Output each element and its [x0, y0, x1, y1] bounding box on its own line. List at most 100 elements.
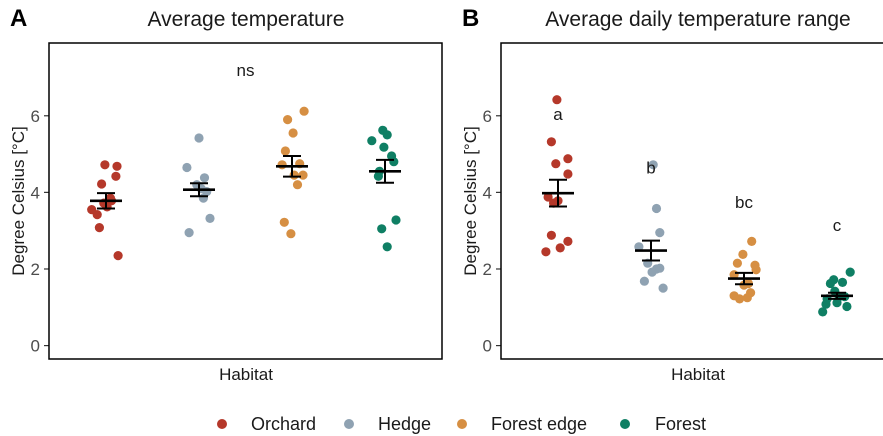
- legend-marker-hedge: [344, 419, 354, 429]
- data-point-orchard: [563, 236, 573, 246]
- data-point-forest: [391, 215, 401, 225]
- legend-item-forest-edge: Forest edge: [457, 414, 587, 434]
- data-point-orchard: [549, 198, 559, 208]
- data-point-hedge: [634, 242, 644, 252]
- legend-label-forest-edge: Forest edge: [491, 414, 587, 434]
- panel-title-b: Average daily temperature range: [545, 8, 850, 31]
- data-point-forest-edge: [299, 106, 309, 116]
- data-point-forest-edge: [732, 258, 743, 268]
- data-point-hedge: [647, 267, 657, 277]
- data-point-forest-edge: [289, 170, 299, 180]
- data-point-orchard: [94, 223, 104, 233]
- panel-b: B Average daily temperature range Habita…: [461, 5, 883, 384]
- data-marks-a: [87, 106, 401, 261]
- data-point-forest: [842, 301, 852, 312]
- data-point-orchard: [541, 247, 551, 257]
- data-point-orchard: [555, 243, 565, 253]
- y-tick-label: 0: [31, 337, 40, 356]
- data-point-orchard: [546, 230, 557, 240]
- legend-marker-forest-edge: [457, 419, 467, 429]
- y-tick-label: 6: [483, 107, 492, 126]
- data-point-forest: [382, 130, 392, 140]
- data-point-forest-edge: [747, 236, 757, 246]
- data-point-forest: [379, 142, 389, 152]
- data-point-forest: [821, 299, 831, 309]
- data-point-forest: [377, 224, 387, 234]
- x-axis-label-a: Habitat: [219, 365, 273, 384]
- annotation-label: a: [553, 105, 563, 124]
- data-point-orchard: [563, 169, 573, 179]
- legend-item-orchard: Orchard: [217, 414, 316, 434]
- data-point-forest-edge: [283, 115, 293, 125]
- data-point-forest-edge: [735, 294, 745, 304]
- data-point-forest-edge: [298, 170, 308, 180]
- plot-frame-b: [500, 42, 883, 360]
- data-point-forest-edge: [286, 229, 296, 239]
- data-point-forest-edge: [288, 128, 298, 138]
- data-point-orchard: [92, 210, 102, 220]
- data-point-orchard: [111, 171, 121, 181]
- data-marks-b: [541, 95, 855, 317]
- data-point-orchard: [97, 179, 107, 189]
- panel-title-a: Average temperature: [148, 8, 345, 31]
- data-point-hedge: [651, 203, 662, 214]
- y-tick-label: 2: [483, 260, 492, 279]
- annotations-b: a b bc c: [553, 105, 841, 235]
- y-ticks-b: 0 2 4 6: [483, 107, 501, 356]
- y-axis-label-b: Degree Celsius [°C]: [461, 126, 480, 275]
- y-tick-label: 0: [483, 337, 492, 356]
- data-point-hedge: [198, 193, 208, 203]
- data-point-orchard: [563, 154, 573, 164]
- data-point-orchard: [551, 159, 561, 169]
- plot-frame-a: [48, 42, 443, 360]
- y-tick-label: 4: [483, 183, 492, 202]
- annotations-a: ns: [237, 61, 255, 80]
- data-point-hedge: [194, 133, 204, 143]
- data-point-orchard: [112, 161, 122, 171]
- y-tick-label: 4: [31, 183, 40, 202]
- data-point-forest: [845, 267, 855, 277]
- y-axis-label-a: Degree Celsius [°C]: [9, 126, 28, 275]
- y-ticks-a: 0 2 4 6: [31, 107, 49, 356]
- data-point-hedge: [205, 213, 215, 223]
- annotation-label: bc: [735, 193, 753, 212]
- legend-label-hedge: Hedge: [378, 414, 431, 434]
- data-point-hedge: [658, 283, 668, 293]
- legend-item-forest: Forest: [620, 414, 706, 434]
- data-point-orchard: [546, 137, 557, 147]
- data-point-hedge: [184, 228, 194, 238]
- data-point-orchard: [543, 192, 553, 202]
- data-point-forest-edge: [277, 160, 287, 170]
- data-point-forest: [837, 277, 848, 287]
- panel-letter-b: B: [462, 5, 479, 32]
- data-point-forest: [382, 242, 392, 252]
- data-point-forest: [389, 157, 399, 167]
- annotation-label: b: [646, 158, 655, 177]
- legend: Orchard Hedge Forest edge Forest: [217, 414, 706, 434]
- data-point-forest-edge: [279, 217, 289, 227]
- data-point-forest: [818, 307, 828, 317]
- data-point-hedge: [655, 228, 665, 238]
- annotation-label: c: [833, 216, 842, 235]
- data-point-hedge: [182, 162, 192, 173]
- x-axis-label-b: Habitat: [671, 365, 725, 384]
- annotation-label: ns: [237, 61, 255, 80]
- data-point-orchard: [552, 95, 562, 105]
- panel-a: A Average temperature Habitat Degree Cel…: [9, 5, 443, 384]
- y-tick-label: 6: [31, 107, 40, 126]
- data-point-hedge: [639, 276, 650, 286]
- data-point-orchard: [113, 251, 123, 261]
- legend-label-orchard: Orchard: [251, 414, 316, 434]
- data-point-forest-edge: [742, 293, 752, 303]
- data-point-forest-edge: [292, 180, 303, 190]
- data-point-forest-edge: [280, 146, 290, 156]
- legend-item-hedge: Hedge: [344, 414, 431, 434]
- y-tick-label: 2: [31, 260, 40, 279]
- legend-marker-forest: [620, 419, 630, 429]
- data-point-forest: [832, 298, 842, 308]
- data-point-hedge: [648, 160, 658, 170]
- data-point-forest: [367, 136, 377, 146]
- legend-marker-orchard: [217, 419, 227, 429]
- legend-label-forest: Forest: [655, 414, 706, 434]
